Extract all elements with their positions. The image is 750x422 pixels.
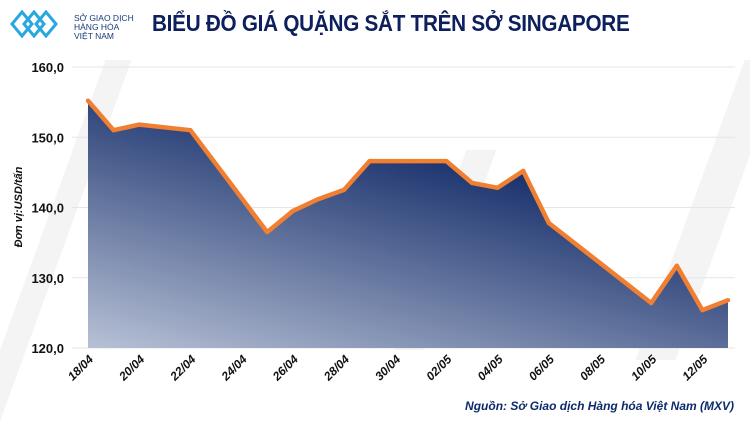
x-tick-label: 20/04 [115,352,147,384]
data-point [649,300,654,306]
source-note: Nguồn: Sở Giao dịch Hàng hóa Việt Nam (M… [465,399,734,413]
data-point [111,128,116,133]
logo-icon [10,9,58,39]
y-tick-label: 160,0 [31,60,64,75]
x-tick-label: 24/04 [218,352,250,384]
data-point [444,158,449,164]
y-tick-label: 130,0 [31,271,64,286]
x-tick-label: 28/04 [320,352,352,384]
x-tick-label: 04/05 [475,352,506,383]
y-tick-label: 140,0 [31,201,64,216]
data-point [85,98,91,103]
data-point [674,263,679,269]
x-tick-label: 10/05 [628,352,659,383]
x-tick-label: 02/05 [423,352,454,383]
data-point [495,185,500,191]
data-point [188,128,193,133]
data-point [469,180,475,186]
mxv-logo: SỞ GIAO DỊCH HÀNG HÓA VIỆT NAM [10,6,150,42]
data-point [725,298,731,303]
data-point [290,208,295,214]
logo-line: HÀNG HÓA [74,22,120,32]
x-tick-label: 18/04 [65,352,96,383]
x-tick-label: 26/04 [269,352,301,384]
data-point [521,168,526,174]
y-axis-label: Đơn vị:USD/tấn [13,166,25,247]
data-point [316,196,321,202]
data-point [341,187,347,193]
page-title: BIỂU ĐỒ GIÁ QUẶNG SẮT TRÊN SỞ SINGAPORE [152,10,630,36]
x-tick-label: 06/05 [526,352,557,383]
data-point [700,307,705,313]
data-point [367,158,372,164]
y-tick-label: 150,0 [31,130,64,145]
data-point [137,122,142,127]
data-point [546,220,551,226]
logo-line: SỞ GIAO DỊCH [74,13,134,23]
logo-line: VIỆT NAM [74,31,114,41]
price-area [88,100,728,348]
x-tick-label: 08/05 [577,352,608,383]
x-tick-label: 22/04 [167,352,199,384]
y-tick-label: 120,0 [31,341,64,356]
data-point [265,229,270,235]
x-tick-label: 30/04 [372,352,403,383]
logo-text: SỞ GIAO DỊCH HÀNG HÓA VIỆT NAM [74,14,134,41]
price-line [86,99,729,313]
x-tick-label: 12/05 [679,352,710,383]
